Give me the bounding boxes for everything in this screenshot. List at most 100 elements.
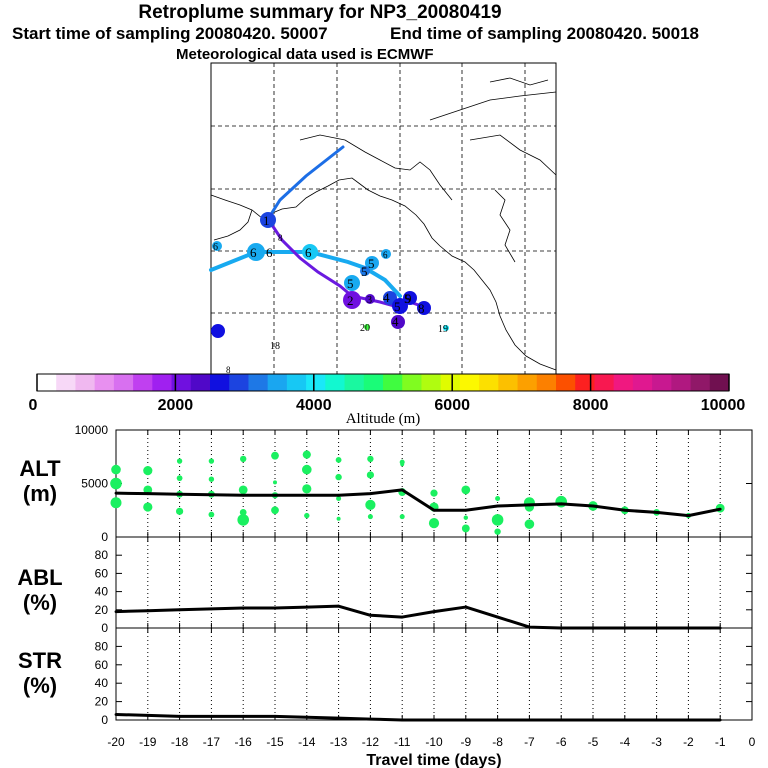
colorbar-segment bbox=[56, 374, 76, 391]
panel-frame bbox=[115, 536, 753, 629]
y-tick-label: 0 bbox=[101, 713, 108, 727]
series-point bbox=[210, 714, 213, 718]
series-line bbox=[115, 712, 721, 722]
series-point bbox=[146, 492, 150, 496]
scatter-point bbox=[176, 458, 183, 464]
colorbar-segment bbox=[286, 374, 307, 391]
colorbar-tick-label: 4000 bbox=[296, 397, 332, 414]
x-tick-label: -15 bbox=[266, 735, 284, 749]
y-tick-label: 20 bbox=[95, 695, 109, 709]
x-tick-label: -9 bbox=[460, 735, 471, 749]
series-line bbox=[115, 604, 721, 630]
scatter-point bbox=[367, 514, 373, 520]
colorbar-segment bbox=[690, 374, 711, 391]
scatter-point bbox=[302, 464, 312, 475]
colorbar-segment bbox=[575, 374, 595, 391]
colorbar-segment bbox=[248, 374, 269, 391]
x-tick-label: -12 bbox=[362, 735, 380, 749]
chart-title: Retroplume summary for NP3_20080419 bbox=[138, 2, 502, 23]
series-point bbox=[718, 507, 722, 511]
x-tick-label: -5 bbox=[588, 735, 599, 749]
y-tick-label: 10000 bbox=[75, 423, 109, 437]
scatter-point bbox=[110, 497, 122, 509]
series-point bbox=[528, 718, 531, 722]
scatter-point bbox=[302, 450, 311, 459]
x-tick-label: -17 bbox=[203, 735, 221, 749]
x-tick-label: -11 bbox=[394, 735, 411, 749]
colorbar-tick-label: 2000 bbox=[158, 397, 194, 414]
series-point bbox=[305, 493, 309, 497]
scatter-point bbox=[365, 499, 376, 510]
series-point bbox=[241, 493, 245, 497]
colorbar-segment bbox=[421, 374, 442, 391]
scatter-point bbox=[240, 455, 247, 463]
colorbar-segment bbox=[152, 374, 173, 391]
scatter-point bbox=[143, 485, 153, 495]
series-point bbox=[432, 508, 436, 512]
scatter-point bbox=[428, 517, 440, 529]
alt-ylabel-top: ALT bbox=[19, 456, 61, 481]
colorbar-segment bbox=[75, 374, 96, 391]
alt-ylabel: ALT (m) bbox=[0, 456, 80, 506]
colorbar-segment bbox=[37, 374, 57, 391]
y-tick-label: 40 bbox=[95, 585, 109, 599]
series-point bbox=[305, 715, 309, 719]
colorbar-segment bbox=[479, 374, 499, 391]
y-tick-label: 60 bbox=[95, 658, 109, 672]
series-point bbox=[178, 714, 182, 718]
colorbar-segment bbox=[306, 374, 326, 391]
colorbar-segment bbox=[94, 374, 115, 391]
colorbar-segment bbox=[671, 374, 692, 391]
x-tick-label: 0 bbox=[749, 735, 756, 749]
series-point bbox=[369, 717, 372, 721]
str-ylabel-bottom: (%) bbox=[22, 673, 58, 698]
colorbar-segment bbox=[440, 374, 461, 391]
series-point bbox=[114, 491, 118, 495]
scatter-point bbox=[271, 451, 279, 460]
series-point bbox=[687, 514, 690, 517]
scatter-point bbox=[239, 508, 247, 516]
series-point bbox=[369, 613, 372, 617]
series-point bbox=[146, 714, 150, 717]
series-point bbox=[655, 718, 658, 722]
scatter-point bbox=[110, 477, 122, 490]
colorbar-segment bbox=[113, 374, 134, 391]
y-tick-label: 20 bbox=[95, 603, 109, 617]
x-tick-label: -4 bbox=[619, 735, 630, 749]
scatter-point bbox=[336, 516, 341, 521]
panel-frame bbox=[115, 627, 753, 721]
series-point bbox=[718, 718, 722, 722]
alt-ylabel-bottom: (m) bbox=[22, 481, 58, 506]
scatter-point bbox=[367, 455, 374, 463]
series-point bbox=[178, 608, 182, 612]
abl-ylabel-top: ABL bbox=[17, 565, 63, 590]
y-tick-label: 40 bbox=[95, 676, 109, 690]
colorbar-segment bbox=[632, 374, 653, 391]
colorbar-tick-label: 6000 bbox=[434, 397, 470, 414]
scatter-point bbox=[335, 457, 342, 463]
start-time-label: Start time of sampling 20080420. 50007 bbox=[12, 24, 328, 43]
scatter-point bbox=[366, 471, 374, 479]
scatter-point bbox=[555, 495, 567, 508]
scatter-point bbox=[494, 528, 501, 535]
colorbar-segment bbox=[229, 374, 249, 391]
series-point bbox=[241, 606, 245, 610]
y-tick-label: 80 bbox=[95, 548, 109, 562]
colorbar-segment bbox=[536, 374, 557, 391]
series-point bbox=[464, 605, 468, 609]
str-ylabel: STR (%) bbox=[0, 648, 80, 698]
x-tick-label: -2 bbox=[683, 735, 694, 749]
scatter-point bbox=[208, 511, 215, 518]
series-point bbox=[464, 508, 468, 512]
series-point bbox=[687, 718, 690, 722]
colorbar-segment bbox=[556, 374, 576, 391]
end-time-label: End time of sampling 20080420. 50018 bbox=[390, 24, 699, 43]
scatter-point bbox=[176, 475, 183, 482]
colorbar-segment bbox=[190, 374, 211, 391]
scatter-point bbox=[461, 485, 471, 495]
series-point bbox=[432, 718, 436, 722]
series-point bbox=[496, 615, 499, 619]
x-tick-label: -19 bbox=[139, 735, 157, 749]
y-tick-label: 80 bbox=[95, 639, 109, 653]
colorbar-tick-label: 10000 bbox=[701, 397, 746, 414]
